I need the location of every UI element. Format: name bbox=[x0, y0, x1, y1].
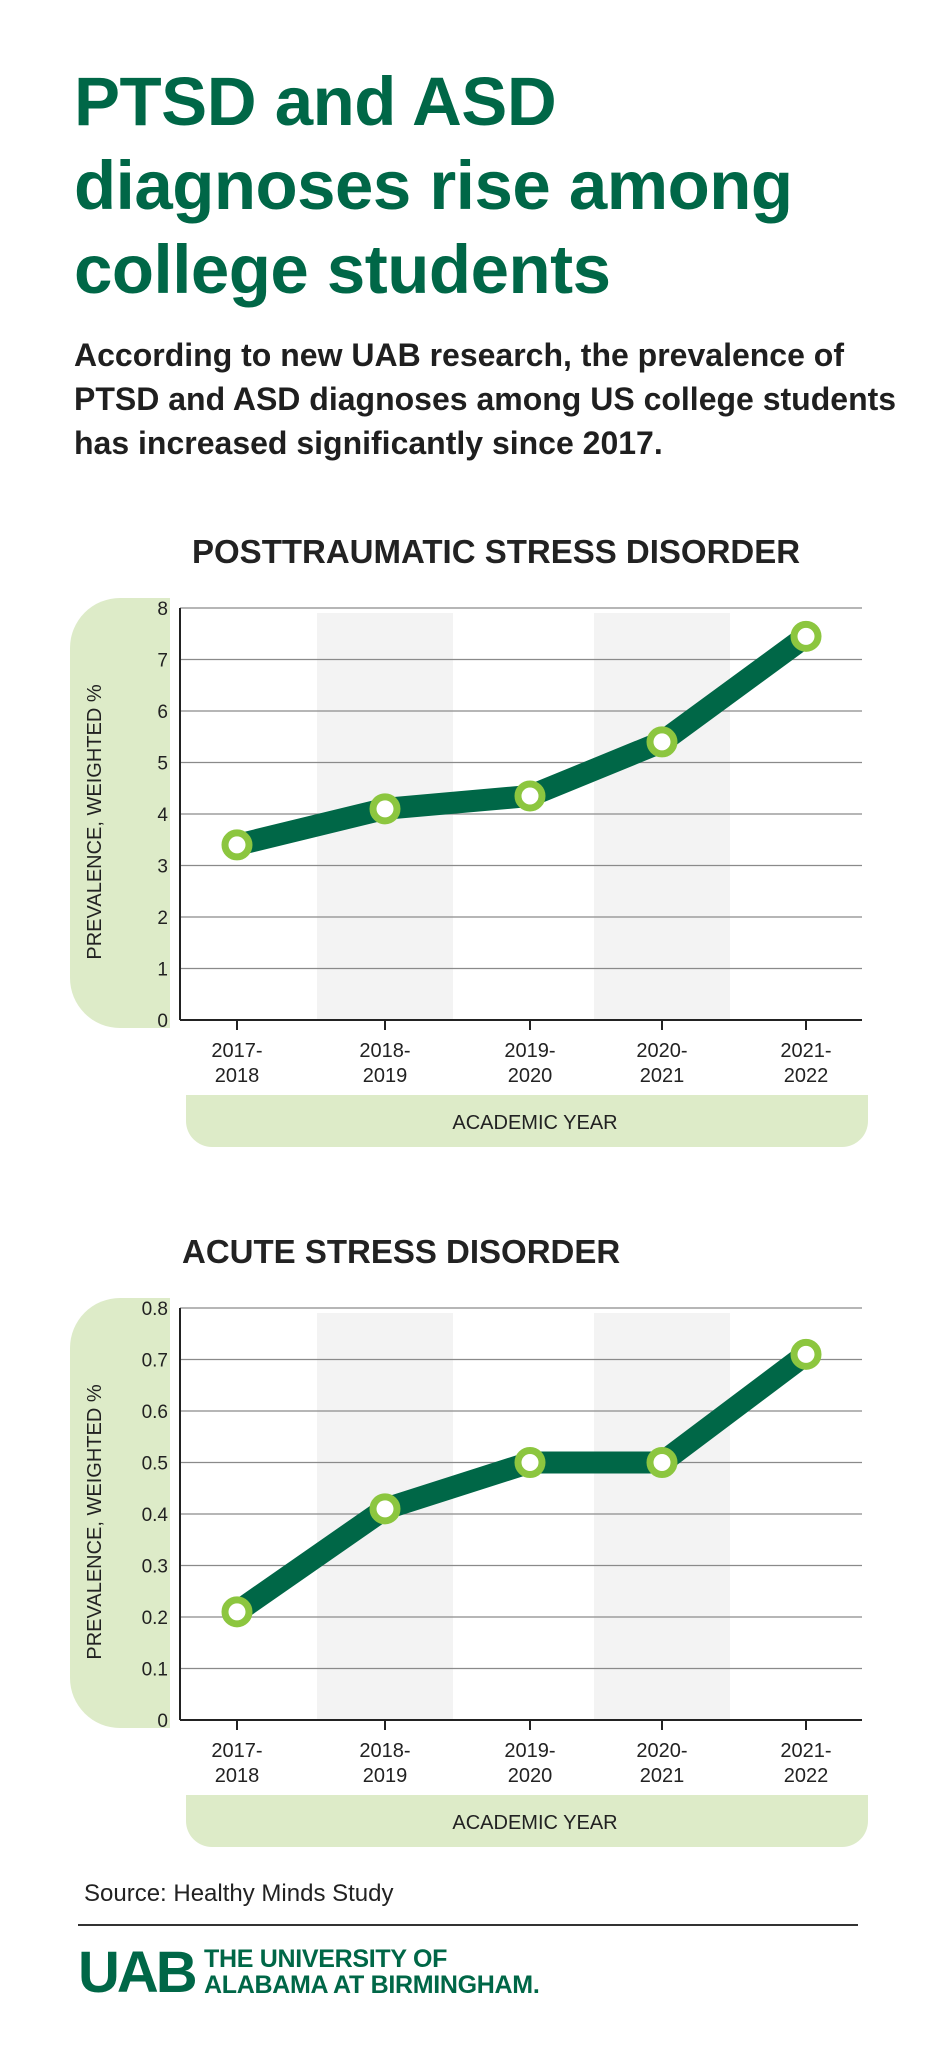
x-tick-label-line: 2019- bbox=[504, 1740, 555, 1762]
x-tick-label-line: 2019 bbox=[363, 1765, 408, 1787]
y-tick-label: 0.7 bbox=[142, 1351, 168, 1372]
x-tick-label-line: 2022 bbox=[784, 1765, 829, 1787]
y-tick-label: 0 bbox=[157, 1011, 168, 1032]
chart-title-asd: ACUTE STRESS DISORDER bbox=[182, 1233, 621, 1270]
x-tick-label: 2018- 2019 bbox=[359, 1740, 410, 1787]
y-tick-label: 8 bbox=[157, 599, 168, 620]
y-axis-label: PREVALENCE, WEIGHTED % bbox=[84, 684, 106, 959]
data-point bbox=[790, 1338, 822, 1370]
y-tick-label: 0.1 bbox=[142, 1660, 168, 1681]
uab-logo-wordmark: THE UNIVERSITY OF ALABAMA AT BIRMINGHAM. bbox=[204, 1945, 540, 1999]
x-tick-label: 2017- 2018 bbox=[211, 1740, 262, 1787]
x-tick-label-line: 2019- bbox=[504, 1040, 555, 1062]
y-tick-label: 0.5 bbox=[142, 1454, 168, 1475]
y-tick-label: 0.8 bbox=[142, 1299, 168, 1320]
ptsd-line-chart: PREVALENCE, WEIGHTED % 0 1 2 3 4 5 6 7 8 2017- 2018… bbox=[70, 598, 868, 1147]
x-tick-label-line: 2020 bbox=[508, 1765, 553, 1787]
x-tick-label-line: 2020 bbox=[508, 1065, 553, 1087]
uab-logo: UAB bbox=[78, 1944, 199, 2000]
x-tick-label-line: 2020- bbox=[636, 1740, 687, 1762]
x-tick-label: 2021- 2022 bbox=[780, 1740, 831, 1787]
data-point bbox=[221, 1596, 253, 1628]
x-tick-label-line: 2018 bbox=[215, 1765, 260, 1787]
y-tick-label: 0.2 bbox=[142, 1608, 168, 1629]
y-tick-label: 0.4 bbox=[142, 1505, 169, 1526]
y-tick-label: 6 bbox=[157, 702, 168, 723]
category-band bbox=[594, 1313, 730, 1720]
y-tick-label: 7 bbox=[157, 651, 168, 672]
x-tick-label-line: 2021 bbox=[640, 1765, 685, 1787]
uab-logo-line2: ALABAMA AT BIRMINGHAM. bbox=[204, 1971, 540, 1999]
asd-line-chart: PREVALENCE, WEIGHTED % 0 0.1 0.2 0.3 0.4 0.5 0.… bbox=[70, 1298, 868, 1847]
x-tick-label-line: 2019 bbox=[363, 1065, 408, 1087]
y-tick-label: 0.3 bbox=[142, 1557, 168, 1578]
y-axis-label-pill-edge bbox=[120, 598, 170, 1028]
x-tick-label-line: 2017- bbox=[211, 1040, 262, 1062]
data-point bbox=[646, 726, 678, 758]
y-axis-label: PREVALENCE, WEIGHTED % bbox=[84, 1384, 106, 1659]
y-tick-label: 1 bbox=[157, 960, 168, 981]
x-axis-label: ACADEMIC YEAR bbox=[452, 1112, 617, 1134]
x-tick-label: 2020- 2021 bbox=[636, 1040, 687, 1087]
data-point bbox=[790, 620, 822, 652]
source-note: Source: Healthy Minds Study bbox=[84, 1880, 394, 1907]
data-point bbox=[369, 1493, 401, 1525]
x-tick-label-line: 2017- bbox=[211, 1740, 262, 1762]
category-band bbox=[594, 613, 730, 1020]
x-tick-label-line: 2021 bbox=[640, 1065, 685, 1087]
x-tick-label-line: 2018- bbox=[359, 1740, 410, 1762]
x-tick-label-line: 2022 bbox=[784, 1065, 829, 1087]
x-tick-label-line: 2018- bbox=[359, 1040, 410, 1062]
chart-title-ptsd: POSTTRAUMATIC STRESS DISORDER bbox=[192, 533, 801, 570]
x-axis-label: ACADEMIC YEAR bbox=[452, 1812, 617, 1834]
x-tick-label: 2021- 2022 bbox=[780, 1040, 831, 1087]
data-point bbox=[514, 780, 546, 812]
x-tick-label-line: 2021- bbox=[780, 1740, 831, 1762]
x-tick-label: 2019- 2020 bbox=[504, 1040, 555, 1087]
x-tick-label: 2019- 2020 bbox=[504, 1740, 555, 1787]
x-axis-label-pill-top bbox=[186, 1795, 868, 1821]
x-tick-label: 2018- 2019 bbox=[359, 1040, 410, 1087]
data-point bbox=[369, 793, 401, 825]
y-tick-label: 0 bbox=[157, 1711, 168, 1732]
x-tick-label: 2020- 2021 bbox=[636, 1740, 687, 1787]
data-point bbox=[221, 829, 253, 861]
x-tick-label-line: 2020- bbox=[636, 1040, 687, 1062]
subheadline: According to new UAB research, the preva… bbox=[74, 337, 897, 461]
x-tick-label-line: 2018 bbox=[215, 1065, 260, 1087]
uab-logo-line1: THE UNIVERSITY OF bbox=[204, 1945, 448, 1973]
x-tick-label: 2017- 2018 bbox=[211, 1040, 262, 1087]
data-point bbox=[646, 1447, 678, 1478]
y-tick-label: 4 bbox=[157, 805, 168, 826]
y-tick-label: 2 bbox=[157, 908, 168, 929]
y-tick-label: 5 bbox=[157, 754, 168, 775]
y-axis-label-pill-edge bbox=[120, 1298, 170, 1728]
uab-logo-mark: UAB bbox=[78, 1944, 196, 2000]
footer-divider bbox=[78, 1924, 858, 1926]
data-point bbox=[514, 1447, 546, 1478]
headline: PTSD and ASD diagnoses rise among colleg… bbox=[74, 63, 793, 308]
y-tick-label: 3 bbox=[157, 857, 168, 878]
y-tick-label: 0.6 bbox=[142, 1402, 168, 1423]
x-tick-label-line: 2021- bbox=[780, 1040, 831, 1062]
x-axis-label-pill-top bbox=[186, 1095, 868, 1121]
